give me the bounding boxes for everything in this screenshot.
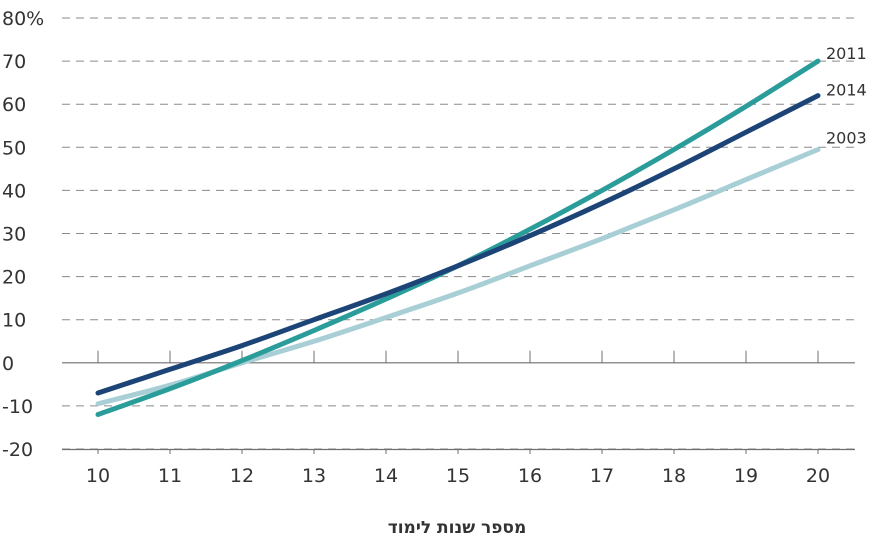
y-tick-label: 20 bbox=[2, 267, 26, 289]
x-axis-tick-labels: 10 11 12 13 14 15 16 17 18 19 20 bbox=[86, 465, 830, 487]
x-tick-label: 15 bbox=[446, 465, 470, 487]
y-tick-label: -10 bbox=[2, 396, 33, 418]
x-tick-label: 19 bbox=[734, 465, 758, 487]
y-tick-label: 50 bbox=[2, 137, 26, 159]
series-label-2011: 2011 bbox=[826, 44, 867, 63]
y-tick-label: -20 bbox=[2, 439, 33, 461]
series-lines bbox=[95, 58, 821, 418]
x-tick-label: 13 bbox=[302, 465, 326, 487]
y-tick-label: 10 bbox=[2, 310, 26, 332]
series-label-2014: 2014 bbox=[826, 81, 867, 100]
y-tick-label: 40 bbox=[2, 180, 26, 202]
y-tick-label: 60 bbox=[2, 94, 26, 116]
x-tick-label: 17 bbox=[590, 465, 614, 487]
x-axis-title: מספר שנות לימוד bbox=[388, 518, 527, 538]
x-tick-label: 10 bbox=[86, 465, 110, 487]
y-tick-label: 70 bbox=[2, 51, 26, 73]
gridlines bbox=[62, 17, 855, 450]
series-label-2003: 2003 bbox=[826, 128, 867, 147]
series-labels: 2003 2011 2014 bbox=[826, 44, 867, 147]
y-tick-label: 80% bbox=[2, 8, 44, 30]
x-tick-label: 16 bbox=[518, 465, 542, 487]
y-tick-label: 0 bbox=[2, 353, 14, 375]
series-line-2014 bbox=[95, 93, 821, 396]
x-tick-label: 11 bbox=[158, 465, 182, 487]
x-tick-label: 18 bbox=[662, 465, 686, 487]
x-tick-label: 12 bbox=[230, 465, 254, 487]
x-tick-label: 20 bbox=[806, 465, 830, 487]
y-axis-tick-labels: -20 -10 0 10 20 30 40 50 60 70 80% bbox=[2, 8, 44, 461]
y-tick-label: 30 bbox=[2, 224, 26, 246]
x-tick-label: 14 bbox=[374, 465, 398, 487]
